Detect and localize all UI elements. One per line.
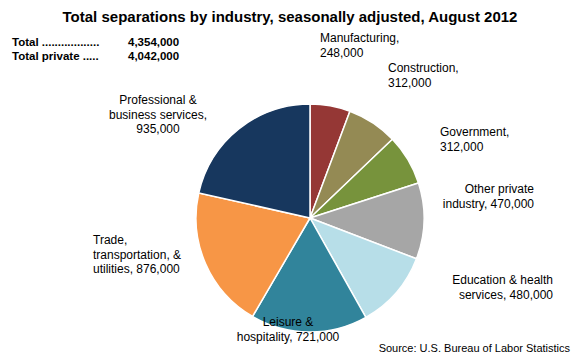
- slice-label: Education & health: [452, 273, 553, 287]
- label-word: industry,: [443, 197, 487, 211]
- label-word: 480,000: [506, 288, 553, 302]
- slice-label: 312,000: [440, 140, 484, 154]
- slice-label: Manufacturing,: [320, 31, 399, 45]
- label-word: 248,000: [320, 46, 364, 60]
- label-word: services,: [459, 288, 506, 302]
- label-word: &: [506, 273, 517, 287]
- slice-label: business services,: [109, 108, 207, 122]
- slice-label: Other private: [465, 182, 535, 196]
- label-word: utilities,: [93, 262, 133, 276]
- slices: [196, 104, 424, 332]
- label-word: hospitality,: [237, 330, 293, 344]
- total-value: 4,354,000: [128, 36, 179, 48]
- label-word: 312,000: [440, 140, 484, 154]
- label-word: Manufacturing,: [320, 31, 399, 45]
- label-word: services,: [156, 108, 207, 122]
- label-word: private: [495, 182, 535, 196]
- label-word: Leisure: [263, 315, 303, 329]
- slice-label: services, 480,000: [459, 288, 553, 302]
- label-word: Professional: [119, 93, 185, 107]
- slice-label: Professional &: [119, 93, 196, 107]
- label-word: &: [302, 315, 313, 329]
- label-word: 312,000: [388, 76, 432, 90]
- slice-label: 312,000: [388, 76, 432, 90]
- label-word: transportation,: [93, 248, 170, 262]
- source: Source: U.S. Bureau of Labor Statistics: [379, 342, 571, 354]
- label-word: 470,000: [487, 197, 534, 211]
- slice-label: Government,: [440, 125, 509, 139]
- title: Total separations by industry, seasonall…: [63, 8, 518, 25]
- slice-label: 248,000: [320, 46, 364, 60]
- label-word: 935,000: [136, 122, 180, 136]
- slice-label: Construction,: [388, 61, 459, 75]
- slice-label: hospitality, 721,000: [237, 330, 340, 344]
- label-word: Construction,: [388, 61, 459, 75]
- label-word: Government,: [440, 125, 509, 139]
- label-word: Education: [452, 273, 505, 287]
- slice: [199, 104, 310, 218]
- label-word: 876,000: [133, 262, 180, 276]
- label-word: Trade,: [93, 233, 127, 247]
- slice-label: industry, 470,000: [443, 197, 535, 211]
- label-word: 721,000: [293, 330, 340, 344]
- label-word: &: [185, 93, 196, 107]
- slice-label: Leisure &: [263, 315, 314, 329]
- slice-label: utilities, 876,000: [93, 262, 180, 276]
- total-label: Total ..................: [12, 36, 99, 48]
- label-word: &: [170, 248, 181, 262]
- total-label: Total private .....: [12, 50, 99, 62]
- label-word: health: [517, 273, 553, 287]
- label-word: business: [109, 108, 156, 122]
- slice-label: Trade,: [93, 233, 127, 247]
- total-value: 4,042,000: [128, 50, 179, 62]
- slice-label: 935,000: [136, 122, 180, 136]
- label-word: Other: [465, 182, 495, 196]
- slice-label: transportation, &: [93, 248, 181, 262]
- chart: Total separations by industry, seasonall…: [0, 0, 580, 360]
